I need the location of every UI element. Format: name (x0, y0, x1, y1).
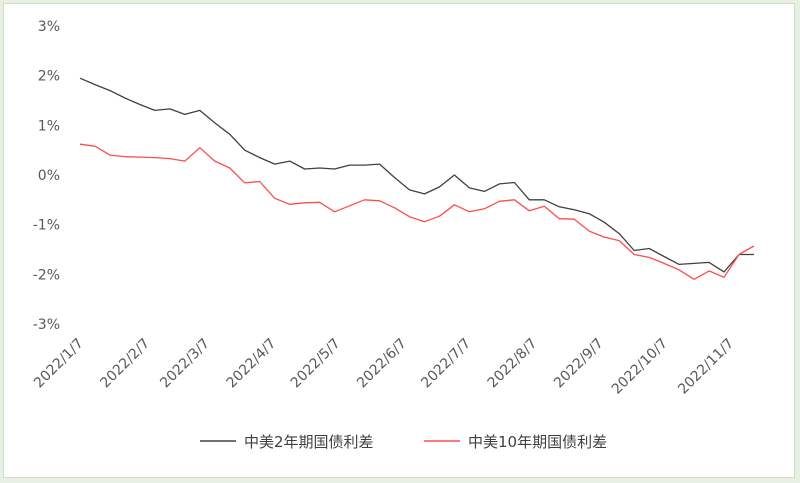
x-tick-label: 2022/6/7 (354, 336, 410, 392)
x-tick-label: 2022/2/7 (97, 336, 153, 392)
y-tick-label: -2% (33, 267, 60, 283)
x-tick-label: 2022/7/7 (418, 336, 474, 392)
x-tick-label: 2022/4/7 (224, 336, 280, 392)
y-axis: 3% 2% 1% 0% -1% -2% -3% (33, 19, 60, 333)
y-tick-label: 1% (38, 118, 60, 134)
x-tick-label: 2022/11/7 (675, 336, 737, 398)
y-tick-label: 3% (38, 19, 60, 35)
y-tick-label: -3% (33, 317, 60, 333)
x-tick-label: 2022/3/7 (157, 336, 213, 392)
x-tick-label: 2022/10/7 (609, 336, 671, 398)
legend: 中美2年期国债利差 中美10年期国债利差 (200, 433, 607, 451)
y-tick-label: 2% (38, 69, 60, 85)
series-layer (79, 77, 755, 280)
y-tick-label: -1% (33, 218, 60, 234)
series-line-2 (79, 143, 755, 280)
series-line-1 (79, 77, 754, 273)
x-tick-label: 2022/5/7 (288, 336, 344, 392)
x-tick-label: 2022/8/7 (485, 336, 541, 392)
line-chart: 3% 2% 1% 0% -1% -2% -3% 2022/1/7 2022/2/7 2022/3… (31, 19, 755, 451)
y-tick-label: 0% (38, 168, 60, 184)
legend-label-2: 中美10年期国债利差 (468, 433, 607, 451)
chart-frame: 3% 2% 1% 0% -1% -2% -3% 2022/1/7 2022/2/7 2022/3… (3, 3, 795, 478)
legend-label-1: 中美2年期国债利差 (244, 433, 374, 451)
x-tick-label: 2022/1/7 (31, 336, 87, 392)
x-tick-label: 2022/9/7 (551, 336, 607, 392)
x-axis: 2022/1/7 2022/2/7 2022/3/7 2022/4/7 2022/5/7… (31, 336, 737, 398)
